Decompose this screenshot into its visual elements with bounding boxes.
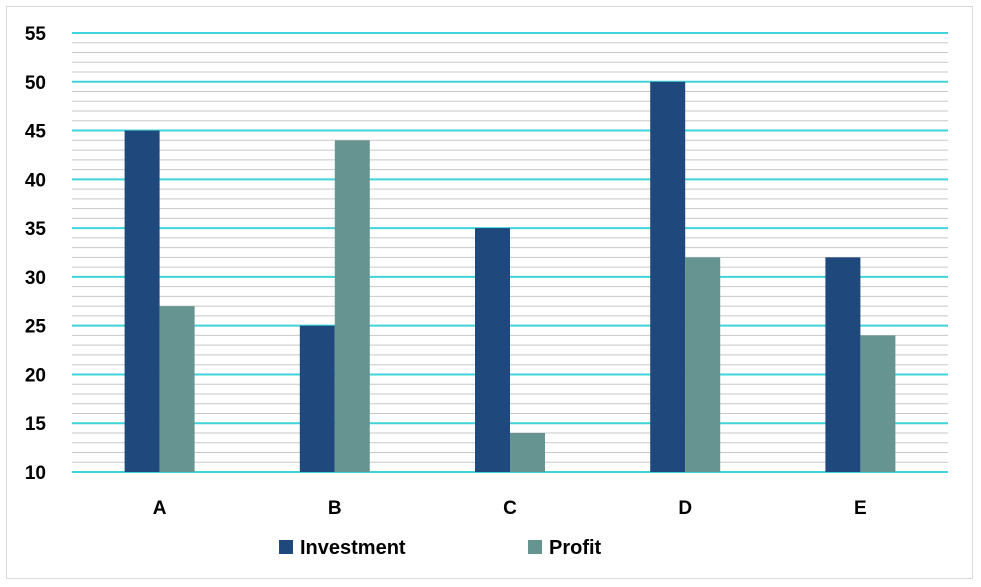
bars <box>124 81 896 473</box>
y-tick-label: 15 <box>25 414 47 435</box>
legend-item: Profit <box>528 537 602 559</box>
y-tick-label: 40 <box>25 170 46 191</box>
y-tick-label: 50 <box>25 73 46 94</box>
x-tick-label: E <box>854 498 867 519</box>
legend-label: Investment <box>300 537 406 559</box>
bar-profit-c <box>510 432 545 472</box>
legend-label: Profit <box>549 537 602 559</box>
x-tick-label: B <box>328 498 342 519</box>
bar-investment-b <box>299 325 335 472</box>
bar-investment-a <box>124 130 160 473</box>
bar-profit-e <box>860 335 896 472</box>
bar-investment-c <box>475 228 510 472</box>
bar-profit-b <box>334 140 370 473</box>
bar-profit-d <box>685 257 721 472</box>
y-tick-label: 35 <box>25 219 47 240</box>
y-tick-label: 20 <box>25 365 46 386</box>
bar-profit-a <box>159 306 195 472</box>
x-tick-label: D <box>678 498 692 519</box>
bar-investment-e <box>825 257 861 472</box>
y-tick-label: 25 <box>25 317 47 338</box>
bar-investment-d <box>650 81 686 473</box>
legend: Investment Profit <box>279 537 602 559</box>
legend-swatch <box>279 540 293 554</box>
y-tick-label: 45 <box>25 122 47 143</box>
y-tick-label: 55 <box>25 24 47 45</box>
x-tick-label: C <box>503 498 517 519</box>
legend-item: Investment <box>279 537 406 559</box>
legend-swatch <box>528 540 542 554</box>
x-tick-label: A <box>153 498 167 519</box>
y-tick-label: 10 <box>25 463 46 484</box>
y-tick-label: 30 <box>25 268 46 289</box>
